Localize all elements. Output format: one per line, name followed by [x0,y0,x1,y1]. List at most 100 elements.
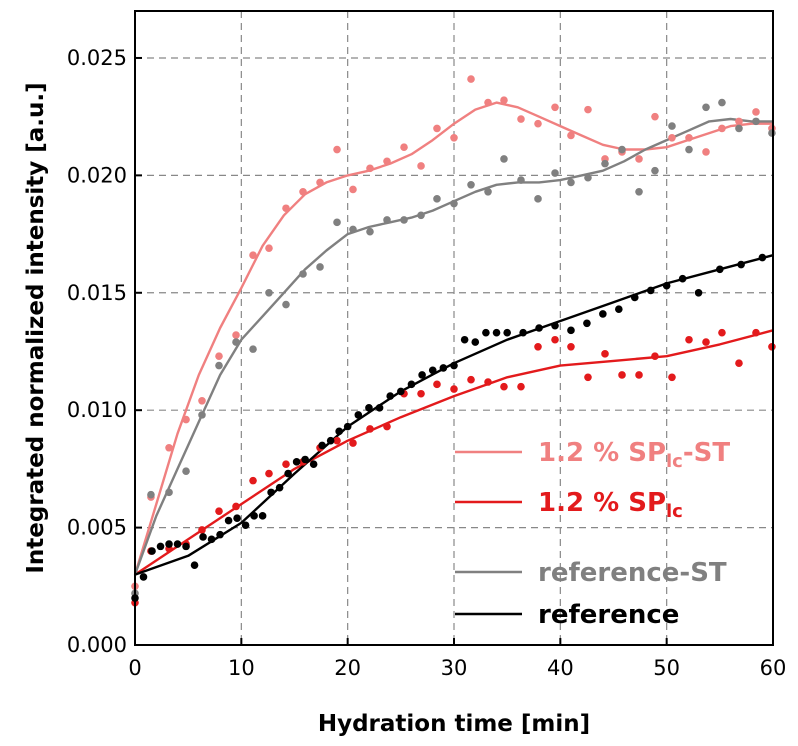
legend-label-0: 1.2 % SPlc-ST [538,438,730,472]
data-point [375,404,384,412]
data-point [737,260,745,269]
data-point [417,389,425,398]
x-tick-label: 0 [128,656,141,680]
data-point [601,350,609,358]
data-point [224,516,233,525]
data-point [482,328,490,337]
data-point [668,373,676,382]
data-point [433,195,441,203]
data-point [249,251,257,260]
legend-label-main: 1.2 % SP [538,438,666,468]
data-point [354,411,363,419]
data-point [182,415,190,424]
x-tick-label: 40 [547,656,574,680]
axis-ticks: 0 10 20 30 40 50 60 0.000 0.005 0.010 0.015 0.020 0.… [67,46,786,680]
data-point [250,512,258,520]
data-point [651,352,659,360]
data-point [417,162,425,170]
data-point [694,288,703,297]
legend-label-subscript: lc [666,501,683,522]
data-point [752,108,760,116]
data-point [199,533,207,541]
data-point [383,216,391,224]
data-point [450,361,458,370]
data-point [768,129,776,137]
data-point [282,204,290,213]
data-point [668,134,676,142]
data-point [484,98,492,107]
data-point [503,328,511,337]
x-axis-title: Hydration time [min] [318,711,590,737]
data-point [551,335,559,344]
data-point [258,512,267,520]
data-point [216,530,224,539]
data-point [519,328,527,337]
data-point [651,112,659,121]
data-point [484,378,492,386]
data-point [233,514,241,522]
data-point [535,324,543,332]
data-point [716,265,724,274]
data-point [567,131,575,140]
data-point [702,103,710,112]
x-tick-label: 30 [441,656,468,680]
data-point [265,288,273,297]
legend-label-1: 1.2 % SPlc [538,488,683,522]
data-point [366,227,374,236]
data-point [450,134,458,142]
data-point [615,305,623,314]
data-point [662,281,671,290]
data-point [232,331,240,339]
data-point [383,422,391,431]
data-point [198,396,206,405]
data-point [139,573,148,581]
data-point [299,270,307,278]
data-point [215,507,223,515]
data-point [467,375,475,384]
data-point [397,387,405,396]
data-point [567,326,575,335]
data-point [635,155,643,163]
data-point [333,145,341,154]
data-point [635,188,643,196]
data-point [318,441,326,450]
data-point [678,274,687,283]
data-point [718,124,726,133]
data-point [702,338,710,346]
data-point [241,521,250,530]
y-tick-label: 0.005 [67,516,127,540]
grid [135,11,773,645]
data-point [366,164,374,173]
data-point [735,359,743,368]
data-point [635,371,643,379]
data-point [668,122,676,130]
legend-label-2: reference-ST [538,558,727,588]
data-points [131,75,776,607]
data-point [333,218,341,227]
data-point [433,380,441,389]
data-point [207,535,216,544]
data-point [517,176,525,184]
data-point [500,96,508,105]
data-point [567,342,575,351]
data-point [182,467,190,476]
data-point [551,169,559,177]
data-point [267,488,275,497]
data-point [299,188,307,196]
data-point [249,345,257,353]
data-point [386,392,395,400]
data-point [366,425,374,433]
data-point [292,458,301,466]
x-tick-label: 10 [228,656,255,680]
data-point [439,364,448,372]
data-point [428,366,437,375]
data-point [349,439,357,447]
data-point [517,115,525,123]
data-point [182,542,190,551]
data-point [534,342,542,351]
data-point [282,460,290,468]
data-point [215,361,223,370]
data-point [567,178,575,187]
legend-label-3: reference [538,600,679,630]
data-point [584,105,592,114]
